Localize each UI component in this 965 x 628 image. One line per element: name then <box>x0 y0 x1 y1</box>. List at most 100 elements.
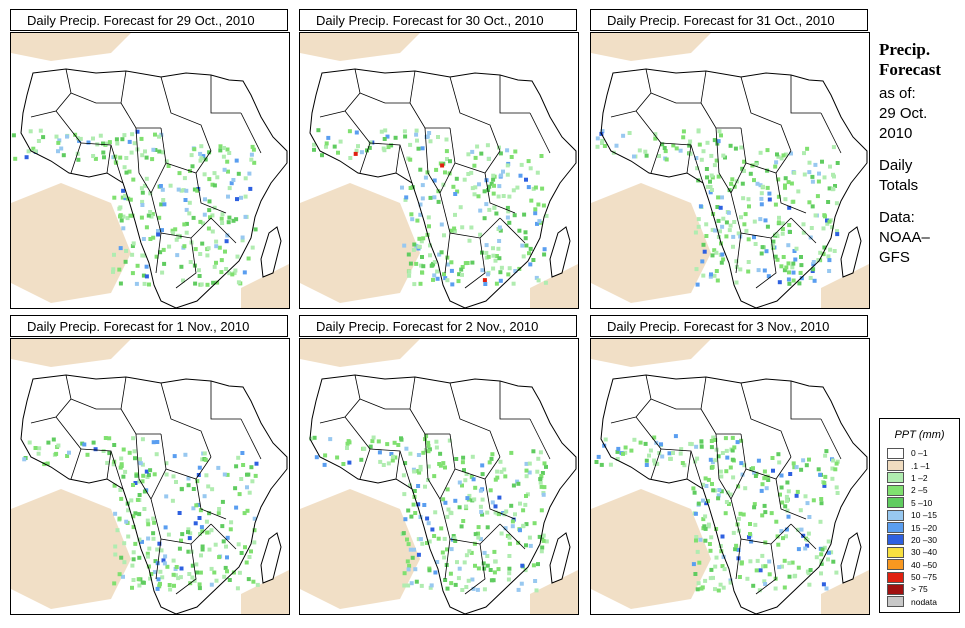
precip-cell <box>608 462 613 467</box>
precip-cell <box>819 571 823 576</box>
precip-cell <box>115 528 120 533</box>
dry-zone <box>591 489 711 609</box>
country-border <box>529 112 551 154</box>
precip-cell <box>182 176 187 181</box>
country-border <box>790 217 817 244</box>
precip-cell <box>791 199 796 204</box>
precip-cell <box>101 141 105 146</box>
precip-cell <box>466 578 471 583</box>
precip-cell <box>163 554 168 559</box>
precip-cell <box>216 511 221 516</box>
coastline <box>549 532 571 584</box>
precip-cell <box>533 579 538 583</box>
coastline <box>260 226 282 278</box>
precip-cell <box>492 549 497 554</box>
precip-cell <box>246 256 251 261</box>
precip-cell <box>212 171 217 176</box>
precip-cell <box>802 172 807 177</box>
precip-cell <box>426 443 431 448</box>
precip-cell <box>416 469 421 473</box>
precip-cell <box>401 473 406 478</box>
precip-cell <box>715 278 720 283</box>
precip-cell <box>704 167 709 171</box>
precip-cell <box>46 440 51 445</box>
precip-cell <box>418 464 423 469</box>
precip-cell <box>416 537 421 542</box>
precip-cell <box>234 158 239 163</box>
precip-cell <box>432 474 437 479</box>
precip-cell <box>803 546 808 551</box>
precip-cell <box>402 243 407 248</box>
precip-cell <box>67 450 71 455</box>
coastline <box>549 226 571 278</box>
precip-cell <box>155 440 160 444</box>
precip-cell <box>819 552 824 557</box>
precip-cell <box>752 470 757 475</box>
precip-cell <box>623 450 628 455</box>
precip-cell <box>791 270 796 275</box>
precip-cell <box>721 585 726 590</box>
precip-cell <box>219 270 224 275</box>
precip-cell <box>222 167 227 172</box>
precip-cell <box>385 442 390 447</box>
precip-cell <box>704 484 709 488</box>
precip-cell <box>171 231 176 236</box>
precip-cell <box>484 202 489 207</box>
precip-cell <box>131 525 136 530</box>
precip-cell <box>27 440 32 445</box>
precip-cell <box>775 257 780 262</box>
country-border <box>650 92 701 104</box>
precip-cell <box>703 476 708 481</box>
precip-cell <box>681 135 686 140</box>
precip-cell <box>443 276 448 281</box>
precip-cell <box>445 487 450 492</box>
precip-cell <box>91 440 96 445</box>
precip-cell <box>453 539 458 543</box>
precip-cell <box>178 575 183 580</box>
country-border <box>730 498 792 545</box>
precip-cell <box>678 148 683 153</box>
precip-cell <box>777 220 781 225</box>
country-border <box>444 232 451 274</box>
precip-cell <box>144 155 149 160</box>
precip-cell <box>244 560 249 565</box>
precip-cell <box>427 568 432 573</box>
precip-cell <box>45 461 50 466</box>
precip-cell <box>776 542 781 547</box>
precip-cell <box>182 222 187 227</box>
precip-cell <box>107 140 112 145</box>
precip-cell <box>717 488 722 492</box>
precip-cell <box>786 180 791 185</box>
precip-cell <box>762 579 767 584</box>
precip-cell <box>703 514 708 519</box>
country-border <box>106 450 112 480</box>
precip-cell <box>507 220 512 225</box>
precip-cell <box>694 156 699 160</box>
totals-label: Daily <box>879 157 913 174</box>
precip-cell <box>224 239 229 244</box>
precip-cell <box>692 490 697 495</box>
precip-cell <box>731 234 736 239</box>
precip-cell <box>151 440 156 445</box>
precip-cell <box>534 588 539 593</box>
precip-cell <box>103 436 108 440</box>
precip-cell <box>688 151 693 156</box>
precip-cell <box>224 267 229 271</box>
precip-cell <box>821 252 826 257</box>
precip-cell <box>180 532 185 537</box>
precip-cell <box>127 139 132 144</box>
precip-cell <box>168 587 173 592</box>
precip-cell <box>518 173 523 178</box>
precip-cell <box>714 158 719 163</box>
precip-map <box>299 338 579 615</box>
precip-cell <box>520 563 525 568</box>
precip-cell <box>131 241 136 246</box>
precip-cell <box>820 547 825 552</box>
country-border <box>735 538 742 580</box>
precip-cell <box>445 514 450 519</box>
precip-cell <box>120 195 125 200</box>
precip-cell <box>195 479 200 484</box>
precip-cell <box>541 538 546 543</box>
precip-cell <box>440 163 445 168</box>
legend-item: 0 –1 <box>887 447 959 459</box>
